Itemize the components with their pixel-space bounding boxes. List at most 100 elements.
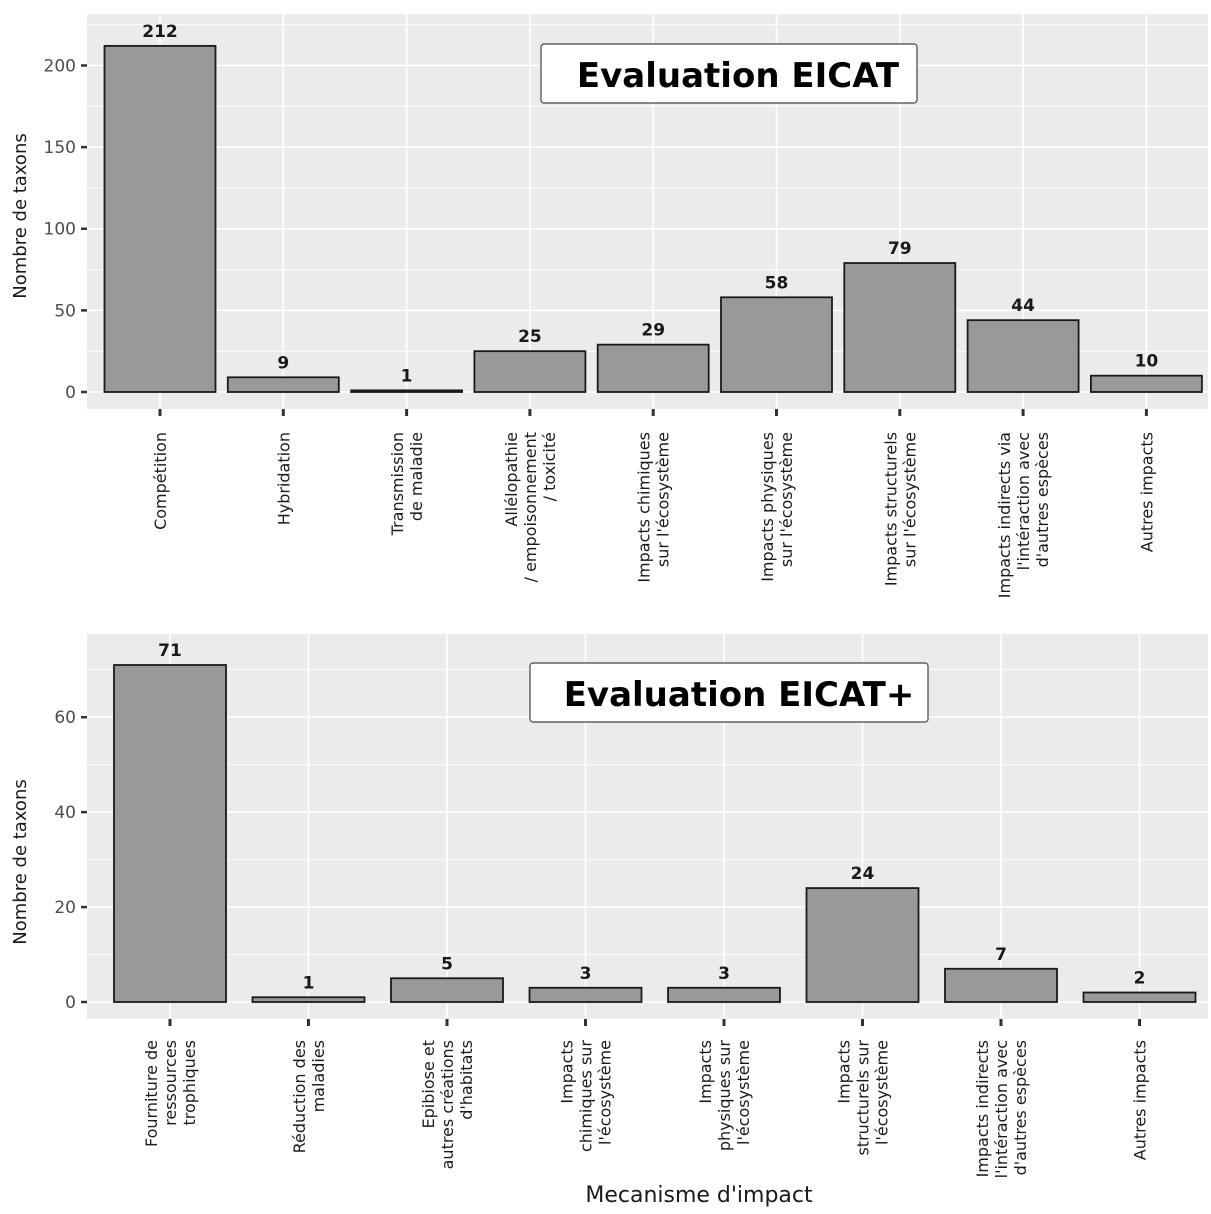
category-label-line: Impacts chimiques — [635, 432, 654, 583]
category-label-line: d'autres espèces — [1033, 432, 1052, 567]
data-label: 58 — [765, 273, 789, 293]
category-label-line: Réduction des — [290, 1040, 309, 1153]
data-label: 24 — [851, 864, 875, 884]
y-tick-label: 40 — [54, 803, 76, 823]
category-label: Impacts physiques sur l'écosystème — [696, 1040, 753, 1152]
bar — [1082, 991, 1197, 1003]
bar — [226, 376, 340, 393]
data-label: 79 — [888, 239, 912, 259]
category-label-line: chimiques sur — [577, 1040, 596, 1152]
bar — [251, 996, 366, 1003]
data-label: 3 — [580, 964, 592, 984]
category-label-line: ressources — [161, 1040, 180, 1126]
x-axis-title: Mecanisme d'impact — [585, 1183, 813, 1208]
category-label: Impacts chimiques sur l'écosystème — [635, 432, 673, 583]
category-label: Impacts physiques sur l'écosystème — [758, 432, 796, 582]
bar — [103, 44, 217, 393]
category-label-line: Hybridation — [274, 432, 293, 525]
category-label-line: Compétition — [151, 432, 170, 530]
category-label-line: l'écosystème — [734, 1040, 753, 1145]
category-label-line: Transmission — [388, 432, 407, 536]
category-label: Fourniture de ressources trophiques — [142, 1040, 199, 1147]
category-label-line: Autres impacts — [1137, 432, 1156, 552]
category-label-line: sur l'écosystème — [777, 432, 796, 567]
y-tick-label: 0 — [65, 993, 76, 1013]
chart-title: Evaluation EICAT+ — [564, 675, 915, 715]
bar — [350, 389, 464, 393]
category-label-line: Epibiose et — [419, 1040, 438, 1128]
category-label-line: l'écosystème — [873, 1040, 892, 1145]
data-label: 5 — [441, 954, 453, 974]
bar — [944, 967, 1058, 1003]
data-label: 1 — [303, 973, 315, 993]
category-label: Transmission de maladie — [388, 432, 426, 536]
category-label: Autres impacts — [1137, 432, 1156, 552]
category-label-line: / toxicité — [540, 432, 559, 501]
category-label-line: Impacts physiques — [758, 432, 777, 582]
bar — [113, 664, 227, 1003]
category-label: Réduction des maladies — [290, 1040, 328, 1153]
data-label: 7 — [995, 945, 1007, 965]
y-tick-label: 150 — [44, 138, 76, 158]
category-label-line: d'habitats — [457, 1040, 476, 1120]
y-tick-label: 50 — [54, 301, 76, 321]
y-tick-label: 20 — [54, 898, 76, 918]
data-label: 3 — [718, 964, 730, 984]
bar — [805, 887, 920, 1003]
category-label-line: physiques sur — [715, 1040, 734, 1152]
title-box — [529, 662, 929, 723]
category-label: Impacts indirects l'intéraction avec d'aut… — [973, 1040, 1030, 1178]
category-label-line: trophiques — [180, 1040, 199, 1126]
category-label-line: de maladie — [407, 432, 426, 521]
category-label-line: Allélopathie — [502, 432, 521, 527]
title-box — [540, 43, 918, 104]
y-tick-label: 200 — [44, 56, 76, 76]
category-label-line: Impacts — [696, 1040, 715, 1104]
category-label-line: structurels sur — [854, 1040, 873, 1156]
y-tick-label: 0 — [65, 383, 76, 403]
category-label-line: l'écosystème — [596, 1040, 615, 1145]
category-label-line: d'autres espèces — [1011, 1040, 1030, 1175]
data-label: 71 — [158, 641, 182, 661]
category-label: Hybridation — [274, 432, 293, 525]
y-tick-label: 60 — [54, 708, 76, 728]
y-tick-label: 100 — [44, 220, 76, 240]
category-label-line: sur l'écosystème — [654, 432, 673, 567]
category-label-line: Impacts — [835, 1040, 854, 1104]
chart-top: 0 50 100 150 200 212 Compétition 9 Hybridation 1 T… — [10, 14, 1208, 598]
bar — [528, 986, 643, 1003]
category-label: Impacts chimiques sur l'écosystème — [558, 1040, 615, 1152]
category-label: Epibiose et autres créations d'habitats — [419, 1040, 476, 1169]
data-label: 25 — [518, 327, 542, 347]
category-label: Autres impacts — [1131, 1040, 1150, 1160]
y-axis-title: Nombre de taxons — [10, 133, 31, 298]
category-label: Impacts structurels sur l'écosystème — [835, 1040, 892, 1156]
category-label-line: l'intéraction avec — [1014, 432, 1033, 570]
bar — [390, 977, 504, 1003]
data-label: 1 — [401, 366, 413, 386]
data-label: 29 — [641, 321, 665, 341]
category-label-line: Impacts — [558, 1040, 577, 1104]
category-label-line: Impacts indirects — [973, 1040, 992, 1177]
category-label-line: maladies — [309, 1040, 328, 1112]
bar — [667, 986, 781, 1003]
category-label: Impacts indirects via l'intéraction avec d… — [995, 432, 1052, 598]
data-label: 2 — [1134, 969, 1146, 989]
category-label-line: / empoisonnement — [521, 432, 540, 582]
y-axis-title: Nombre de taxons — [10, 779, 31, 944]
bar — [843, 262, 957, 393]
data-label: 212 — [142, 22, 178, 42]
bar — [720, 296, 833, 393]
bar — [596, 343, 710, 393]
bar — [966, 319, 1080, 393]
category-label-line: sur l'écosystème — [900, 432, 919, 567]
category-label-line: Fourniture de — [142, 1040, 161, 1147]
category-label-line: Impacts indirects via — [995, 432, 1014, 598]
data-label: 44 — [1011, 296, 1035, 316]
bar — [1090, 374, 1203, 393]
category-label: Impacts structurels sur l'écosystème — [881, 432, 919, 586]
category-label-line: Autres impacts — [1131, 1040, 1150, 1160]
data-label: 9 — [277, 353, 289, 373]
category-label-line: Impacts structurels — [881, 432, 900, 586]
